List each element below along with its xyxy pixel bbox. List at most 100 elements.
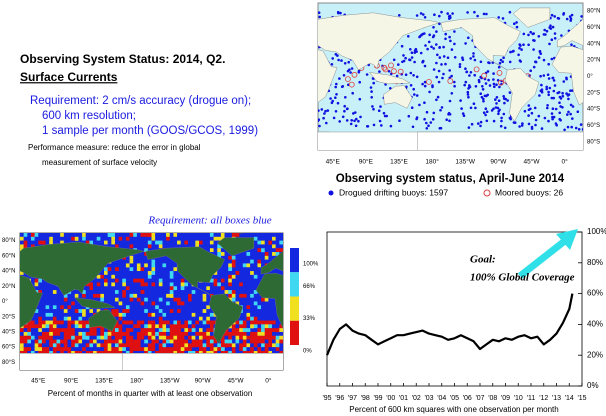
coverage-cell — [166, 267, 170, 272]
buoy-dot — [512, 49, 515, 53]
buoy-dot — [421, 60, 424, 64]
coverage-cell — [20, 350, 24, 355]
buoy-dot — [379, 105, 382, 108]
buoy-dot — [409, 48, 412, 51]
x-tick-label: '95 — [322, 395, 331, 402]
coverage-cell — [82, 335, 86, 340]
coverage-cell — [231, 286, 236, 291]
coverage-cell — [30, 328, 35, 333]
buoy-dot — [324, 109, 327, 113]
coverage-cell — [155, 309, 159, 314]
coverage-caption: Percent of months in quarter with at lea… — [48, 389, 253, 398]
buoy-dot — [343, 109, 346, 113]
buoy-dot — [542, 33, 546, 36]
coverage-cell — [144, 324, 149, 329]
coverage-cell — [198, 244, 203, 249]
coverage-cell — [71, 233, 75, 238]
coverage-cell — [45, 324, 50, 329]
buoy-dot — [425, 121, 428, 125]
coverage-cell — [198, 335, 203, 340]
coverage-cell — [74, 312, 79, 317]
coverage-cell — [246, 267, 251, 272]
coverage-cell — [177, 286, 181, 291]
coverage-cell — [125, 293, 130, 298]
y-tick-label: 0% — [587, 381, 599, 390]
buoy-dot — [530, 127, 534, 130]
buoy-dot — [482, 12, 486, 16]
coverage-cell — [133, 328, 138, 333]
coverage-cell — [209, 290, 214, 295]
coverage-cell — [166, 278, 170, 283]
y-tick-label: 60% — [587, 289, 603, 298]
coverage-cell — [38, 301, 43, 306]
coverage-cell — [173, 301, 178, 306]
coverage-cell — [177, 339, 181, 344]
coverage-cell — [235, 343, 240, 348]
coverage-cell — [27, 350, 32, 355]
coverage-cell — [253, 267, 258, 272]
buoy-dot — [515, 25, 519, 29]
coverage-cell — [231, 282, 236, 287]
coverage-cell — [20, 347, 24, 352]
coverage-cell — [71, 320, 75, 325]
coverage-cell — [107, 331, 112, 336]
coverage-cell — [268, 252, 273, 257]
coverage-cell — [125, 236, 130, 241]
coverage-cell — [257, 347, 262, 352]
buoy-dot — [413, 49, 417, 52]
coverage-cell — [188, 347, 192, 352]
coverage-cell — [253, 274, 258, 279]
buoy-dot — [412, 87, 416, 91]
coverage-cell — [78, 312, 83, 317]
coverage-cell — [162, 290, 167, 295]
coverage-cell — [133, 339, 138, 344]
coverage-cell — [74, 343, 79, 348]
coverage-cell — [82, 331, 86, 336]
coverage-cell — [136, 263, 141, 268]
coverage-cell — [52, 309, 57, 314]
x-tick-label: '96 — [335, 395, 344, 402]
buoy-dot — [540, 83, 543, 87]
buoy-dot — [335, 82, 338, 86]
coverage-cell — [239, 252, 244, 257]
buoy-dot — [435, 98, 438, 102]
coverage-cell — [144, 320, 149, 325]
coverage-cell — [158, 240, 163, 245]
coverage-cell — [155, 274, 159, 279]
coverage-cell — [96, 293, 101, 298]
buoy-dot — [550, 57, 554, 61]
x-tick-label: '02 — [412, 395, 421, 402]
coverage-cell — [253, 335, 258, 340]
coverage-cell — [169, 335, 174, 340]
coverage-cell — [136, 339, 141, 344]
coverage-cell — [136, 282, 141, 287]
coverage-cell — [34, 347, 39, 352]
coverage-cell — [111, 282, 116, 287]
coverage-cell — [100, 347, 105, 352]
buoy-dot — [378, 70, 381, 73]
buoy-dot — [498, 108, 501, 112]
coverage-cell — [217, 252, 222, 257]
coverage-cell — [213, 286, 218, 291]
coverage-cell — [188, 331, 192, 336]
lat-label: 40°N — [2, 269, 15, 275]
coverage-cell — [85, 236, 90, 241]
coverage-cell — [23, 350, 28, 355]
coverage-cell — [198, 240, 203, 245]
coverage-cell — [60, 316, 65, 321]
coverage-cell — [96, 350, 101, 355]
coverage-cell — [107, 293, 112, 298]
coverage-cell — [158, 297, 163, 302]
coverage-cell — [272, 240, 276, 245]
coverage-cell — [107, 278, 112, 283]
coverage-cell — [122, 316, 127, 321]
coverage-cell — [202, 309, 207, 314]
coverage-cell — [122, 286, 127, 291]
coverage-cell — [224, 282, 229, 287]
coverage-cell — [188, 350, 192, 355]
coverage-cell — [250, 347, 254, 352]
buoy-dot — [421, 82, 424, 86]
coverage-cell — [100, 335, 105, 340]
coverage-cell — [188, 297, 192, 302]
coverage-cell — [118, 309, 123, 314]
